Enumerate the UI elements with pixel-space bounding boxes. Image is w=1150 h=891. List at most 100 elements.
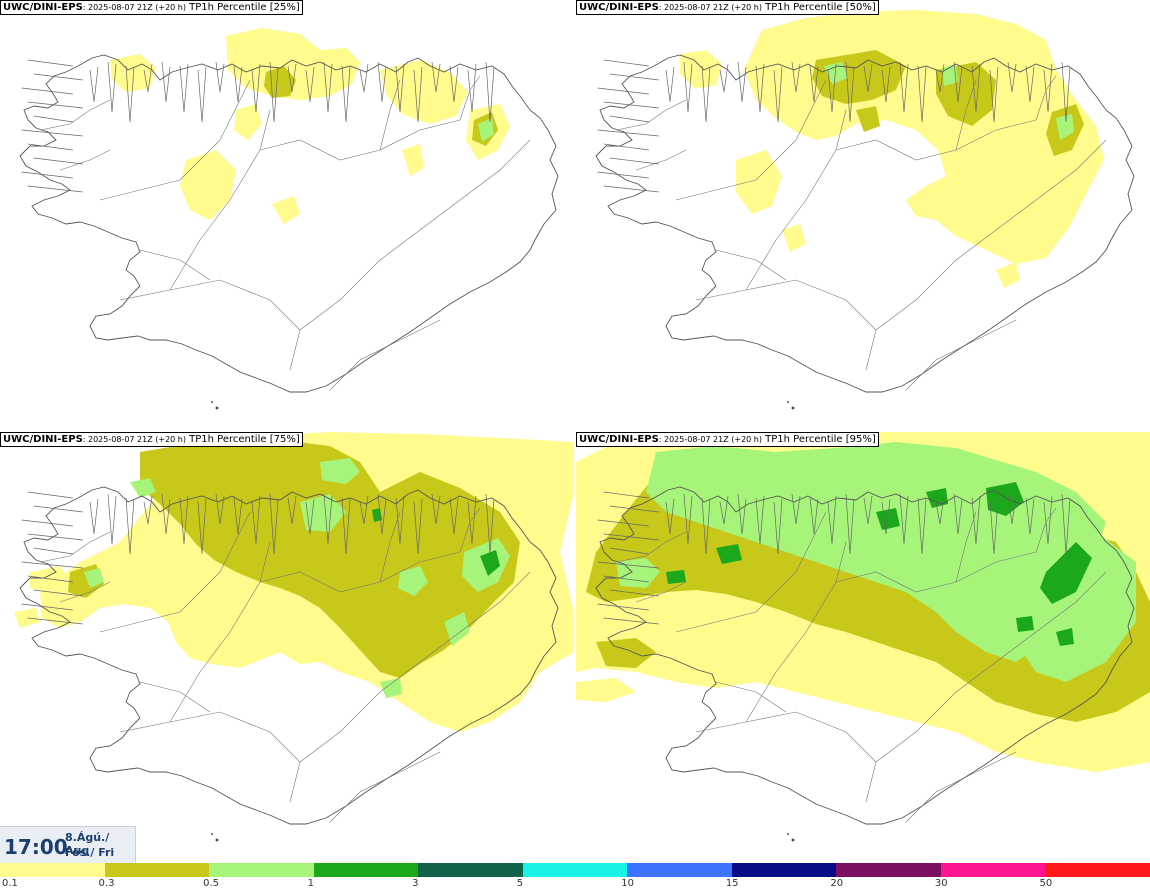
legend-tick: 0.1 <box>2 878 18 889</box>
road-line <box>635 149 687 171</box>
legend-tick: 50 <box>1039 878 1053 889</box>
precip-map <box>0 432 574 864</box>
road-line <box>59 149 111 171</box>
product-label: TP1h Percentile [75%] <box>185 434 300 445</box>
precip-area <box>380 60 468 124</box>
precip-area <box>234 104 262 140</box>
fjords <box>89 493 495 555</box>
precip-area <box>1056 114 1074 140</box>
precip-area <box>596 638 656 668</box>
road-line <box>875 571 1107 763</box>
road-line <box>635 581 687 603</box>
road-line <box>219 79 251 141</box>
road-line <box>955 79 977 151</box>
westfjords <box>21 491 83 625</box>
legend-tick: 0.5 <box>203 878 219 889</box>
precip-area <box>1016 532 1136 682</box>
road-line <box>329 319 441 391</box>
model-name: UWC/DINI-EPS <box>579 434 659 445</box>
legend-swatch <box>313 863 419 877</box>
road-line <box>615 531 687 563</box>
road-line <box>99 139 221 201</box>
precip-area <box>576 678 636 702</box>
road-line <box>795 79 827 141</box>
road-line <box>99 571 221 633</box>
island <box>787 833 789 835</box>
road-line <box>715 249 787 281</box>
precip-area <box>1016 616 1034 632</box>
legend-tick: 10 <box>621 878 634 889</box>
precip-area <box>480 550 500 576</box>
westfjords <box>597 491 659 625</box>
legend-swatch <box>0 863 106 877</box>
road-line <box>39 99 111 131</box>
road-line <box>715 681 787 713</box>
road-line <box>875 139 1107 331</box>
precip-area <box>782 224 806 252</box>
island <box>791 406 795 410</box>
legend-swatch <box>1045 863 1150 877</box>
panel-title: UWC/DINI-EPS: 2025-08-07 21Z (+20 h) TP1… <box>576 432 879 447</box>
precip-area <box>616 558 660 588</box>
valid-date: 8.Ágú./ Aug <box>65 831 110 857</box>
panel-title: UWC/DINI-EPS: 2025-08-07 21Z (+20 h) TP1… <box>0 0 303 15</box>
westfjords <box>597 59 659 193</box>
road-line <box>795 511 827 573</box>
island <box>211 401 213 403</box>
island <box>215 838 219 842</box>
road-line <box>745 541 847 723</box>
island <box>791 838 795 842</box>
road-line <box>259 551 461 593</box>
road-line <box>835 551 1037 593</box>
road-line <box>459 75 481 121</box>
precip-map <box>0 0 574 432</box>
road-line <box>139 249 211 281</box>
precip-area <box>130 478 156 498</box>
road-line <box>1035 507 1057 553</box>
road-line <box>615 99 687 131</box>
road-line <box>955 511 977 583</box>
road-line <box>139 681 211 713</box>
precip-area <box>14 608 40 628</box>
precip-area <box>1056 628 1074 646</box>
road-line <box>675 139 797 201</box>
legend-tick: 0.3 <box>98 878 115 889</box>
road-line <box>299 571 531 763</box>
road-line <box>695 279 877 371</box>
road-line <box>219 511 251 573</box>
road-line <box>299 139 531 331</box>
precip-area <box>736 150 782 214</box>
fjords <box>665 493 1071 555</box>
product-label: TP1h Percentile [95%] <box>761 434 876 445</box>
road-line <box>119 279 301 371</box>
road-line <box>675 571 797 633</box>
island <box>211 833 213 835</box>
precip-map <box>576 432 1150 864</box>
precip-map <box>576 0 1150 432</box>
road-line <box>695 711 877 803</box>
legend-swatch <box>836 863 942 877</box>
road-line <box>119 711 301 803</box>
valid-weekday: Fös./ Fri <box>65 846 115 859</box>
fjords <box>665 61 1071 123</box>
run-info: : 2025-08-07 21Z (+20 h) <box>658 435 762 444</box>
precip-area <box>996 262 1020 288</box>
road-line <box>745 109 847 291</box>
map-panel-p25: UWC/DINI-EPS: 2025-08-07 21Z (+20 h) TP1… <box>0 0 574 432</box>
run-info: : 2025-08-07 21Z (+20 h) <box>658 3 762 12</box>
legend-swatch <box>418 863 524 877</box>
road-line <box>379 511 401 583</box>
precip-area <box>320 458 360 484</box>
precip-area <box>666 570 686 584</box>
legend-swatch <box>627 863 733 877</box>
coastline <box>595 486 1135 825</box>
precip-area <box>84 568 104 588</box>
legend-swatch <box>209 863 315 877</box>
precip-area <box>856 106 880 132</box>
map-panel-p75: UWC/DINI-EPS: 2025-08-07 21Z (+20 h) TP1… <box>0 432 574 864</box>
coastline <box>595 54 1135 393</box>
road-line <box>905 319 1017 391</box>
color-legend: 0.1 0.3 0.5 1 3 5 10 15 20 30 50 <box>0 863 1150 891</box>
precip-area <box>478 118 494 142</box>
road-line <box>329 751 441 823</box>
